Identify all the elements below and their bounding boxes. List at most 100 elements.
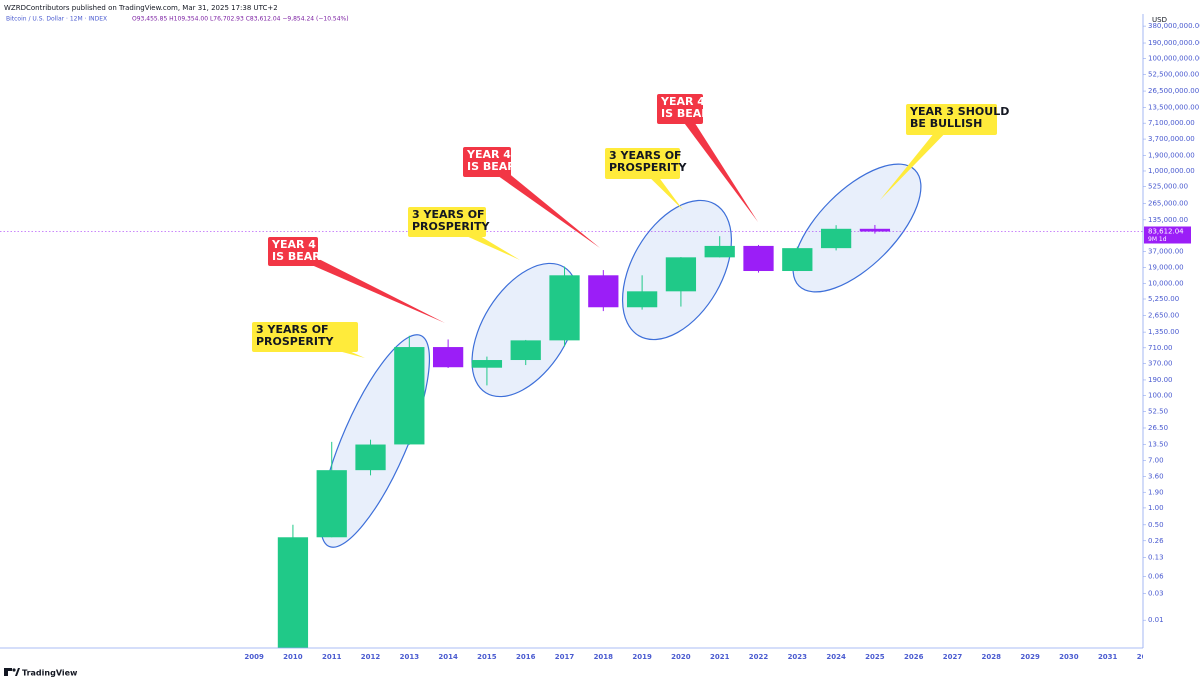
callout-pointer bbox=[675, 106, 758, 222]
countdown: 9M 1d bbox=[1148, 236, 1167, 243]
x-tick-label: 2018 bbox=[594, 653, 614, 661]
y-tick-label: 5,250.00 bbox=[1148, 295, 1179, 303]
y-tick-label: 1,350.00 bbox=[1148, 328, 1179, 336]
x-tick-label: 2026 bbox=[904, 653, 924, 661]
y-tick-label: 190.00 bbox=[1148, 376, 1173, 384]
callout-text: PROSPERITY bbox=[256, 335, 334, 348]
x-tick-label: 2023 bbox=[788, 653, 808, 661]
x-tick-label: 2014 bbox=[438, 653, 458, 661]
x-tick-label: 2028 bbox=[982, 653, 1002, 661]
y-tick-label: 0.03 bbox=[1148, 589, 1164, 597]
callout-text: 3 YEARS OF bbox=[412, 208, 485, 221]
y-tick-label: 52,500,000.00 bbox=[1148, 70, 1199, 78]
callout-text: YEAR 4 bbox=[466, 148, 511, 161]
x-tick-label: 2025 bbox=[865, 653, 885, 661]
callout-box bbox=[268, 237, 318, 266]
y-tick-label: 100.00 bbox=[1148, 392, 1173, 400]
y-tick-label: 1,900,000.00 bbox=[1148, 151, 1195, 159]
callout-text: YEAR 4 bbox=[271, 238, 316, 251]
callout-text: IS BEAR bbox=[467, 160, 516, 173]
x-tick-label: 2016 bbox=[516, 653, 536, 661]
publisher: WZRDContributors published on TradingVie… bbox=[4, 4, 278, 12]
callout-box bbox=[906, 104, 997, 135]
y-tick-label: 3,700,000.00 bbox=[1148, 135, 1195, 143]
y-tick-label: 190,000,000.00 bbox=[1148, 39, 1200, 47]
brand-logo bbox=[4, 668, 20, 676]
candle-body bbox=[394, 347, 425, 445]
candle-body bbox=[859, 228, 891, 232]
x-tick-label: 2009 bbox=[244, 653, 264, 661]
y-tick-label: 52.50 bbox=[1148, 407, 1168, 415]
brand: TradingView bbox=[22, 669, 78, 678]
callout-box bbox=[657, 94, 703, 124]
y-tick-label: 13,500,000.00 bbox=[1148, 104, 1199, 112]
callout-pointer bbox=[483, 158, 600, 248]
x-tick-label: 2027 bbox=[943, 653, 963, 661]
candle-body bbox=[510, 340, 541, 361]
y-tick-label: 135,000.00 bbox=[1148, 216, 1188, 224]
x-tick-label: 2011 bbox=[322, 653, 342, 661]
y-tick-label: 0.06 bbox=[1148, 573, 1164, 581]
callout-text: YEAR 3 SHOULD bbox=[909, 105, 1009, 118]
plot-area bbox=[0, 163, 1143, 648]
callout-pointer bbox=[290, 246, 445, 323]
symbol: Bitcoin / U.S. Dollar · 12M · INDEX bbox=[6, 16, 107, 23]
y-tick-label: 2,650.00 bbox=[1148, 312, 1179, 320]
callout-text: YEAR 4 bbox=[660, 95, 705, 108]
x-tick-label: 2029 bbox=[1020, 653, 1040, 661]
y-tick-label: 19,000.00 bbox=[1148, 264, 1184, 272]
y-axis-panel bbox=[1143, 0, 1200, 664]
candle-body bbox=[704, 245, 735, 258]
y-tick-label: 0.50 bbox=[1148, 521, 1164, 529]
callout-text: 3 YEARS OF bbox=[609, 149, 682, 162]
y-tick-label: 13.50 bbox=[1148, 440, 1168, 448]
y-tick-label: 37,000.00 bbox=[1148, 247, 1184, 255]
callout-text: IS BEAR bbox=[661, 107, 710, 120]
candle-body bbox=[432, 347, 464, 368]
callout-text: BE BULLISH bbox=[910, 117, 982, 130]
y-tick-label: 10,000.00 bbox=[1148, 279, 1184, 287]
y-tick-label: 1,000,000.00 bbox=[1148, 167, 1195, 175]
y-tick-label: 0.13 bbox=[1148, 554, 1164, 562]
x-tick-label: 2030 bbox=[1059, 653, 1079, 661]
currency: USD bbox=[1152, 16, 1167, 24]
x-tick-label: 2024 bbox=[826, 653, 846, 661]
candle-body bbox=[355, 444, 386, 471]
callout-box bbox=[605, 148, 680, 179]
x-tick-label: 2031 bbox=[1098, 653, 1118, 661]
candle-body bbox=[588, 275, 619, 308]
x-tick-label: 2010 bbox=[283, 653, 303, 661]
y-tick-label: 7,100,000.00 bbox=[1148, 119, 1195, 127]
x-tick-label: 2017 bbox=[555, 653, 575, 661]
ohlc: O93,455.85 H109,354.00 L76,702.93 C83,61… bbox=[132, 16, 349, 23]
y-tick-label: 0.26 bbox=[1148, 537, 1164, 545]
x-tick-label: 2020 bbox=[671, 653, 691, 661]
y-tick-label: 710.00 bbox=[1148, 344, 1173, 352]
last-price-tag bbox=[1144, 226, 1191, 244]
y-tick-label: 26.50 bbox=[1148, 424, 1168, 432]
callout-text: PROSPERITY bbox=[609, 161, 687, 174]
candle-body bbox=[549, 275, 580, 341]
candle-body bbox=[743, 245, 774, 272]
callout-text: PROSPERITY bbox=[412, 220, 490, 233]
x-tick-label: 2019 bbox=[632, 653, 652, 661]
x-tick-label: 2012 bbox=[361, 653, 381, 661]
last-price-label: 83,612.04 bbox=[1148, 228, 1184, 236]
candle-body bbox=[316, 470, 347, 538]
callout-text: IS BEAR bbox=[272, 250, 321, 263]
x-tick-label: 2015 bbox=[477, 653, 497, 661]
x-tick-label: 2013 bbox=[400, 653, 420, 661]
y-tick-label: 370.00 bbox=[1148, 360, 1173, 368]
x-tick-label: 2022 bbox=[749, 653, 769, 661]
y-tick-label: 265,000.00 bbox=[1148, 199, 1188, 207]
y-tick-label: 3.60 bbox=[1148, 473, 1164, 481]
candle-body bbox=[665, 257, 697, 292]
y-tick-label: 7.00 bbox=[1148, 456, 1164, 464]
callout-text: 3 YEARS OF bbox=[256, 323, 329, 336]
highlight-ellipse bbox=[792, 163, 922, 293]
y-tick-label: 380,000,000.00 bbox=[1148, 22, 1200, 30]
callout-box bbox=[408, 207, 486, 237]
y-tick-label: 26,500,000.00 bbox=[1148, 87, 1199, 95]
x-axis-band bbox=[0, 648, 1200, 664]
